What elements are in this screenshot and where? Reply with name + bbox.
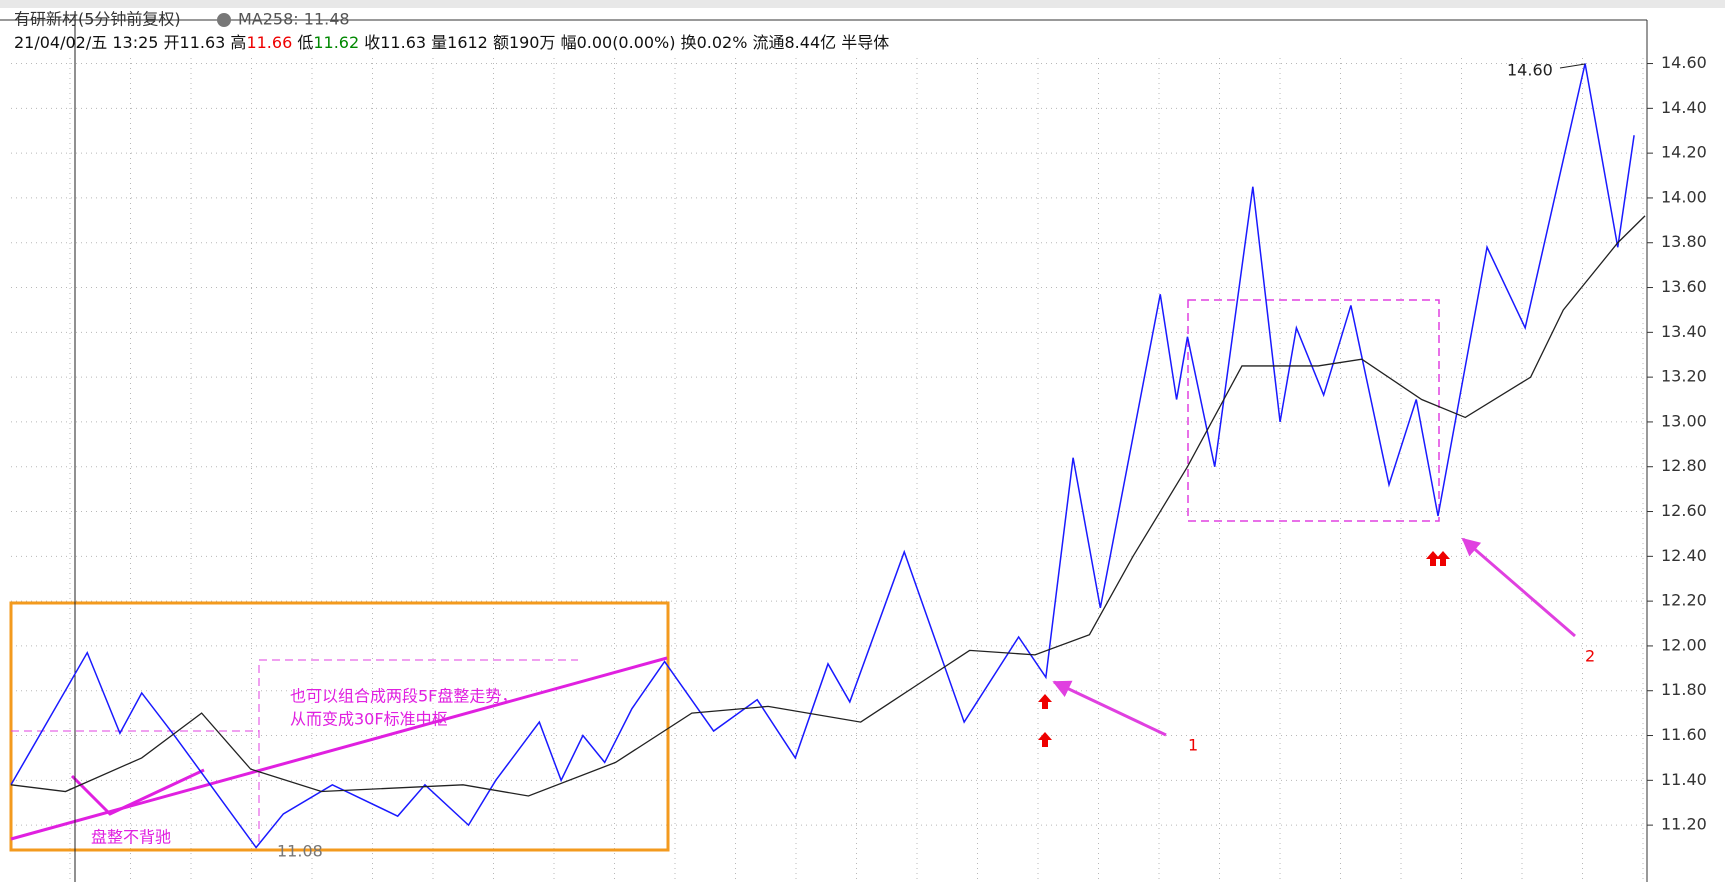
buy-arrow — [1038, 694, 1052, 709]
y-tick-label: 14.00 — [1661, 187, 1707, 206]
y-tick-label: 13.20 — [1661, 367, 1707, 386]
buy-arrow — [1038, 732, 1052, 747]
y-tick-label: 13.60 — [1661, 277, 1707, 296]
y-tick-label: 13.40 — [1661, 322, 1707, 341]
y-tick-label: 12.00 — [1661, 635, 1707, 654]
buy-arrow — [1426, 551, 1440, 566]
y-tick-label: 12.20 — [1661, 591, 1707, 610]
orange-box — [9, 601, 670, 852]
y-tick-label: 12.60 — [1661, 501, 1707, 520]
info: 低 — [292, 33, 313, 52]
annotation: 1 — [1188, 736, 1198, 755]
zs-box3 — [258, 659, 578, 842]
pink-line — [70, 768, 205, 816]
y-tick-label: 14.60 — [1661, 53, 1707, 72]
y-tick-label: 13.80 — [1661, 232, 1707, 251]
ma-label: MA258: 11.48 — [238, 10, 350, 29]
y-tick-label: 11.20 — [1661, 815, 1707, 834]
y-tick-label: 12.40 — [1661, 546, 1707, 565]
y-tick-label: 11.60 — [1661, 725, 1707, 744]
y-tick-label: 11.80 — [1661, 680, 1707, 699]
info: 收11.63 量1612 额190万 幅0.00(0.00%) 换0.02% 流… — [359, 33, 889, 52]
annotation: 盘整不背驰 — [91, 828, 171, 847]
y-tick-label: 14.20 — [1661, 143, 1707, 162]
tab-bar — [0, 0, 1725, 8]
annotation: 11.08 — [277, 842, 323, 861]
buy-arrow — [1436, 551, 1450, 566]
annotation: 2 — [1585, 647, 1595, 666]
settings-icon[interactable] — [217, 13, 231, 27]
y-tick-label: 11.40 — [1661, 770, 1707, 789]
info: 21/04/02/五 13:25 开11.63 高 — [14, 33, 246, 52]
zs-box — [1187, 299, 1440, 522]
info-line: 21/04/02/五 13:25 开11.63 高11.66 低11.62 收1… — [14, 33, 889, 52]
y-tick-label: 13.00 — [1661, 411, 1707, 430]
peak-pointer — [1559, 63, 1586, 69]
y-tick-label: 14.40 — [1661, 98, 1707, 117]
annotation: 14.60 — [1507, 61, 1553, 80]
info: 11.66 — [246, 33, 292, 52]
zigzag-line — [10, 63, 1635, 849]
info: 11.62 — [313, 33, 359, 52]
y-tick-label: 12.80 — [1661, 456, 1707, 475]
annotation: 也可以组合成两段5F盘整走势， — [290, 687, 517, 706]
chart-title: 有研新材(5分钟前复权) — [14, 10, 181, 29]
arrow-2 — [1461, 537, 1576, 638]
annotation: 从而变成30F标准中枢 — [290, 710, 448, 729]
arrow-1 — [1052, 680, 1167, 737]
ma-line — [10, 215, 1646, 797]
